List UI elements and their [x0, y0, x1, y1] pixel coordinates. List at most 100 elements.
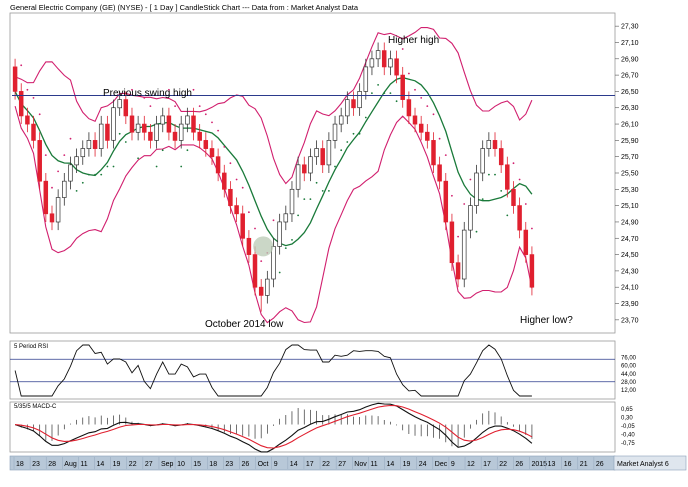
date-tick-label: 14 [290, 461, 298, 468]
price-tick-label: 26,90 [621, 56, 639, 63]
macd-title: 5/35/5 MACD-C [14, 404, 57, 410]
sar-dot [241, 186, 244, 189]
sar-dot [44, 154, 47, 157]
candle-body [406, 99, 412, 117]
date-tick-label: 10 [177, 461, 185, 468]
date-tick-label: 21 [580, 461, 588, 468]
sar-dot [408, 72, 410, 75]
sar-dot [488, 173, 490, 176]
sar-dot [346, 141, 349, 143]
date-tick-label: 28 [48, 461, 56, 468]
price-tick-label: 23,70 [621, 317, 639, 324]
candle-body [529, 254, 535, 288]
sar-dot [500, 190, 503, 192]
rsi-panel: 5 Period RSI 76,00 60,00 44,00 28,00 12,00 [10, 344, 637, 397]
candle-body [357, 91, 362, 109]
annotation-label: Higher low? [520, 315, 573, 326]
sar-dot [161, 149, 164, 152]
price-tick-label: 26,10 [621, 122, 639, 129]
date-axis: 18 23 28 Aug 11 14 19 22 27 Sep 10 15 18 23 26 Oct 9 14 17… [9, 455, 687, 471]
rsi-tick-label: 60,00 [621, 364, 637, 370]
sar-dot [168, 88, 170, 91]
candle-body [468, 205, 473, 231]
candle-body [443, 180, 449, 223]
candle-body [412, 115, 418, 125]
sar-dot [149, 105, 152, 107]
candle-body [228, 188, 233, 206]
sar-dot [32, 97, 35, 99]
candle-body [105, 123, 110, 141]
sar-dot [57, 170, 59, 173]
sar-dot [463, 203, 466, 205]
candle-body [265, 278, 270, 296]
sar-dot [524, 203, 527, 205]
candle-body [86, 140, 92, 149]
candle-body [166, 115, 172, 133]
price-tick-label: 25,50 [621, 171, 639, 178]
watermark-box [613, 455, 687, 471]
macd-tick-label: 0,30 [621, 415, 633, 421]
chart-title: General Electric Company (GE) (NYSE) - [… [10, 3, 359, 12]
sar-dot [63, 154, 66, 157]
date-tick-label: 16 [564, 461, 572, 468]
sar-dot [248, 211, 250, 214]
price-tick-label: 24,10 [621, 285, 639, 292]
price-tick-label: 25,30 [621, 187, 639, 194]
sar-dot [432, 113, 435, 116]
date-tick-label: 27 [145, 461, 153, 468]
price-tick-label: 24,70 [621, 236, 639, 243]
candle-body [505, 164, 510, 190]
sar-dot [414, 88, 416, 91]
price-tick-label: 26,30 [621, 105, 639, 112]
candle-body [388, 58, 393, 68]
sar-dot [420, 97, 423, 99]
annotation-label: Previous swing high [103, 88, 192, 99]
candle-body [437, 164, 442, 182]
candle-body [62, 180, 67, 198]
sar-dot [328, 190, 330, 192]
rsi-title: 5 Period RSI [14, 344, 48, 350]
rsi-tick-label: 76,00 [621, 355, 637, 361]
sar-dot [389, 92, 392, 94]
sar-dot [155, 165, 158, 168]
candle-body [375, 50, 381, 60]
candle-body [68, 164, 73, 182]
sar-dot [198, 105, 201, 107]
candle-body [431, 140, 436, 166]
candle-body [511, 188, 516, 206]
sar-dot [469, 178, 472, 181]
sar-dot [100, 173, 103, 176]
candle-body [18, 91, 24, 117]
date-tick-label: 19 [113, 461, 121, 468]
candle-body [49, 213, 55, 223]
candle-body [498, 148, 504, 166]
candle-body [351, 99, 356, 109]
candle-body [418, 123, 424, 133]
sar-dot [340, 149, 343, 152]
candle-body [308, 156, 313, 174]
sar-dot [383, 92, 386, 94]
date-tick-label: 18 [209, 461, 217, 468]
annotations: Previous swing high Higher high October 20… [103, 35, 573, 330]
sar-dot [395, 100, 398, 103]
sar-dot [438, 137, 441, 140]
sar-dot [475, 230, 478, 233]
rsi-tick-label: 12,00 [621, 388, 637, 394]
sar-dot [124, 141, 127, 143]
sar-dot [192, 88, 195, 91]
date-tick-label: 23 [32, 461, 40, 468]
sar-dot [26, 88, 29, 91]
sar-dot [217, 129, 220, 132]
sar-dot [481, 198, 484, 201]
sar-dot [20, 64, 23, 67]
candle-body [517, 205, 522, 231]
candle-body [474, 172, 479, 206]
price-tick-label: 24,50 [621, 252, 639, 259]
date-tick-label: Sep [161, 461, 174, 468]
date-tick-label: 22 [499, 461, 507, 468]
sar-dot [211, 121, 213, 124]
candle-body [363, 66, 369, 92]
